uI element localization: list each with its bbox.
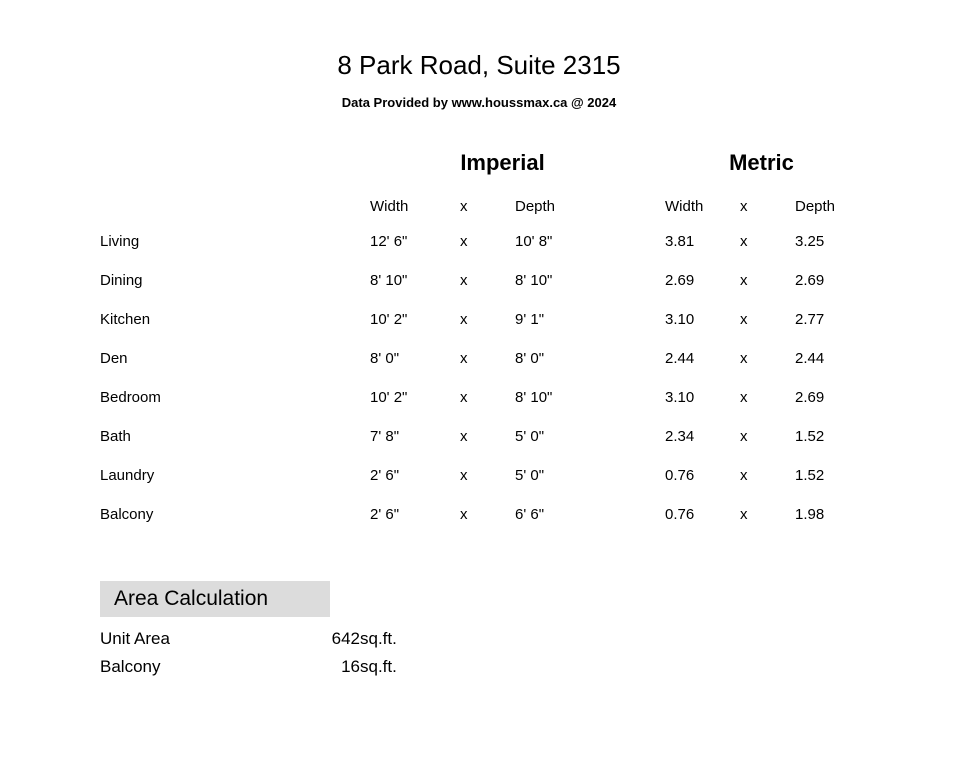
area-value: 16 <box>305 653 360 681</box>
area-row: Unit Area642sq.ft. <box>100 625 397 653</box>
column-header-row: Width x Depth Width x Depth <box>100 198 858 233</box>
imperial-x-header: x <box>460 198 515 233</box>
imperial-width-header: Width <box>370 198 460 233</box>
imperial-depth: 8' 0" <box>515 350 635 389</box>
metric-width: 2.34 <box>665 428 740 467</box>
unit-system-header-row: Imperial Metric <box>100 150 858 198</box>
imperial-depth: 5' 0" <box>515 467 635 506</box>
metric-depth-header: Depth <box>795 198 858 233</box>
room-row: Kitchen10' 2"x9' 1"3.10x2.77 <box>100 311 858 350</box>
imperial-depth-header: Depth <box>515 198 635 233</box>
dimensions-table: Imperial Metric Width x Depth Width x De… <box>100 150 858 545</box>
imperial-depth: 8' 10" <box>515 389 635 428</box>
x-separator: x <box>460 428 515 467</box>
x-separator: x <box>740 350 795 389</box>
imperial-width: 8' 10" <box>370 272 460 311</box>
room-name: Dining <box>100 272 370 311</box>
metric-x-header: x <box>740 198 795 233</box>
x-separator: x <box>740 389 795 428</box>
area-label: Unit Area <box>100 625 305 653</box>
x-separator: x <box>740 233 795 272</box>
metric-depth: 2.77 <box>795 311 858 350</box>
metric-depth: 3.25 <box>795 233 858 272</box>
imperial-width: 2' 6" <box>370 467 460 506</box>
x-separator: x <box>460 389 515 428</box>
area-label: Balcony <box>100 653 305 681</box>
data-attribution: Data Provided by www.houssmax.ca @ 2024 <box>100 95 858 110</box>
room-name: Living <box>100 233 370 272</box>
area-calculation-heading: Area Calculation <box>100 581 330 617</box>
metric-width: 3.10 <box>665 311 740 350</box>
imperial-width: 7' 8" <box>370 428 460 467</box>
imperial-width: 8' 0" <box>370 350 460 389</box>
metric-width: 2.44 <box>665 350 740 389</box>
x-separator: x <box>740 506 795 545</box>
x-separator: x <box>740 272 795 311</box>
room-name: Bath <box>100 428 370 467</box>
imperial-depth: 8' 10" <box>515 272 635 311</box>
page-title: 8 Park Road, Suite 2315 <box>100 50 858 81</box>
room-name: Bedroom <box>100 389 370 428</box>
room-row: Living12' 6"x10' 8"3.81x3.25 <box>100 233 858 272</box>
x-separator: x <box>460 311 515 350</box>
metric-header: Metric <box>665 150 858 198</box>
room-name: Den <box>100 350 370 389</box>
x-separator: x <box>740 311 795 350</box>
imperial-width: 10' 2" <box>370 311 460 350</box>
area-unit: sq.ft. <box>360 625 397 653</box>
x-separator: x <box>740 428 795 467</box>
imperial-depth: 5' 0" <box>515 428 635 467</box>
x-separator: x <box>460 467 515 506</box>
metric-depth: 1.98 <box>795 506 858 545</box>
area-unit: sq.ft. <box>360 653 397 681</box>
area-row: Balcony16sq.ft. <box>100 653 397 681</box>
room-row: Bedroom10' 2"x8' 10"3.10x2.69 <box>100 389 858 428</box>
metric-depth: 2.69 <box>795 389 858 428</box>
metric-width: 0.76 <box>665 506 740 545</box>
area-value: 642 <box>305 625 360 653</box>
imperial-depth: 10' 8" <box>515 233 635 272</box>
area-table: Unit Area642sq.ft.Balcony16sq.ft. <box>100 625 397 681</box>
metric-depth: 2.69 <box>795 272 858 311</box>
imperial-header: Imperial <box>370 150 635 198</box>
x-separator: x <box>460 350 515 389</box>
room-name: Balcony <box>100 506 370 545</box>
x-separator: x <box>460 272 515 311</box>
room-row: Bath7' 8"x5' 0"2.34x1.52 <box>100 428 858 467</box>
imperial-width: 2' 6" <box>370 506 460 545</box>
imperial-depth: 9' 1" <box>515 311 635 350</box>
room-name: Laundry <box>100 467 370 506</box>
metric-width: 0.76 <box>665 467 740 506</box>
x-separator: x <box>460 506 515 545</box>
room-name: Kitchen <box>100 311 370 350</box>
imperial-depth: 6' 6" <box>515 506 635 545</box>
metric-depth: 1.52 <box>795 428 858 467</box>
metric-width: 2.69 <box>665 272 740 311</box>
metric-depth: 1.52 <box>795 467 858 506</box>
metric-width: 3.81 <box>665 233 740 272</box>
imperial-width: 12' 6" <box>370 233 460 272</box>
room-row: Balcony2' 6"x6' 6"0.76x1.98 <box>100 506 858 545</box>
room-row: Dining8' 10"x8' 10"2.69x2.69 <box>100 272 858 311</box>
room-row: Laundry2' 6"x5' 0"0.76x1.52 <box>100 467 858 506</box>
metric-depth: 2.44 <box>795 350 858 389</box>
page: 8 Park Road, Suite 2315 Data Provided by… <box>0 0 958 681</box>
metric-width: 3.10 <box>665 389 740 428</box>
x-separator: x <box>460 233 515 272</box>
x-separator: x <box>740 467 795 506</box>
area-calculation-block: Area Calculation Unit Area642sq.ft.Balco… <box>100 581 858 681</box>
imperial-width: 10' 2" <box>370 389 460 428</box>
metric-width-header: Width <box>665 198 740 233</box>
room-row: Den8' 0"x8' 0"2.44x2.44 <box>100 350 858 389</box>
